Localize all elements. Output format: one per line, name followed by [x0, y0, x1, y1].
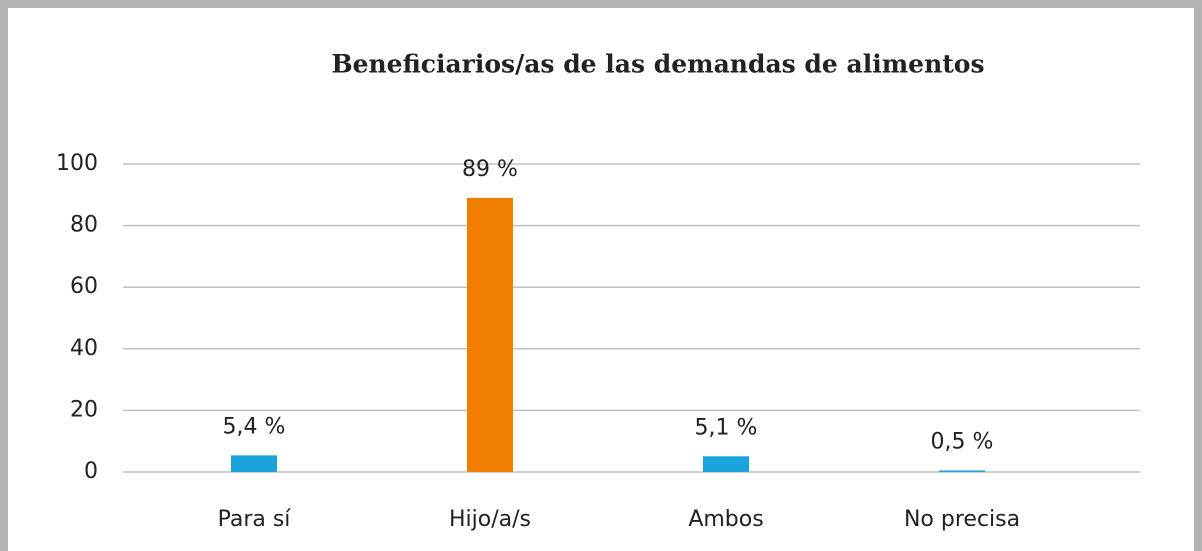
- y-tick-label: 20: [70, 397, 98, 422]
- data-label: 5,1 %: [695, 415, 758, 440]
- y-tick-label: 100: [56, 151, 98, 176]
- bar: [703, 456, 749, 472]
- x-tick-label: Hijo/a/s: [449, 507, 531, 532]
- chart-title: Beneficiarios/as de las demandas de alim…: [331, 50, 984, 79]
- y-tick-label: 40: [70, 336, 98, 361]
- data-label: 0,5 %: [931, 429, 994, 454]
- data-label: 5,4 %: [223, 414, 286, 439]
- bar: [939, 470, 985, 472]
- y-tick-label: 60: [70, 274, 98, 299]
- y-tick-label: 80: [70, 213, 98, 238]
- bar: [467, 197, 513, 472]
- x-tick-label: Para sí: [218, 507, 292, 532]
- data-label: 89 %: [462, 157, 518, 182]
- x-tick-label: No precisa: [904, 507, 1020, 532]
- y-tick-label: 0: [84, 459, 98, 484]
- bar: [231, 455, 277, 472]
- x-tick-label: Ambos: [688, 507, 763, 532]
